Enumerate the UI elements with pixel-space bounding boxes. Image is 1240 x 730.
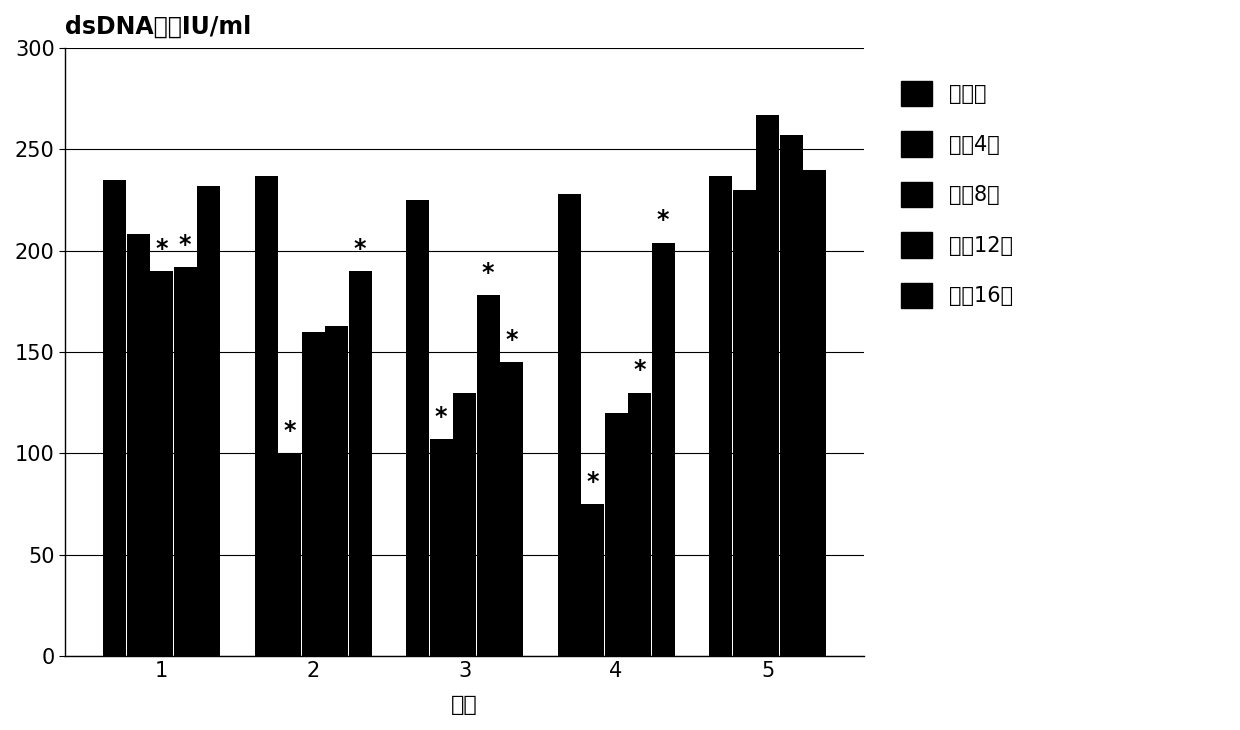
Bar [651,242,675,656]
Bar [174,267,197,656]
Bar [150,271,174,656]
Text: *: * [353,237,366,261]
Bar [709,176,732,656]
Text: *: * [155,237,167,261]
Text: *: * [482,261,495,285]
Bar [197,185,221,656]
Bar [254,176,278,656]
Text: *: * [284,419,296,443]
Bar [348,271,372,656]
Text: *: * [587,470,599,494]
X-axis label: 组别: 组别 [451,695,477,715]
Text: dsDNA抗体IU/ml: dsDNA抗体IU/ml [66,15,252,39]
Bar [627,393,651,656]
Text: *: * [179,233,191,257]
Bar [407,200,429,656]
Bar [605,413,627,656]
Bar [453,393,476,656]
Legend: 给药前, 给药4周, 给药8周, 给药12周, 给药16周: 给药前, 给药4周, 给药8周, 给药12周, 给药16周 [890,71,1023,318]
Text: *: * [634,358,646,383]
Bar [733,190,755,656]
Bar [582,504,604,656]
Bar [558,194,580,656]
Bar [126,234,150,656]
Bar [804,169,826,656]
Bar [301,332,325,656]
Text: *: * [506,328,518,352]
Text: *: * [657,209,670,232]
Text: *: * [435,405,448,429]
Bar [103,180,126,656]
Bar [325,326,348,656]
Bar [756,115,779,656]
Bar [500,362,523,656]
Bar [476,296,500,656]
Bar [780,135,802,656]
Bar [429,439,453,656]
Bar [278,453,301,656]
